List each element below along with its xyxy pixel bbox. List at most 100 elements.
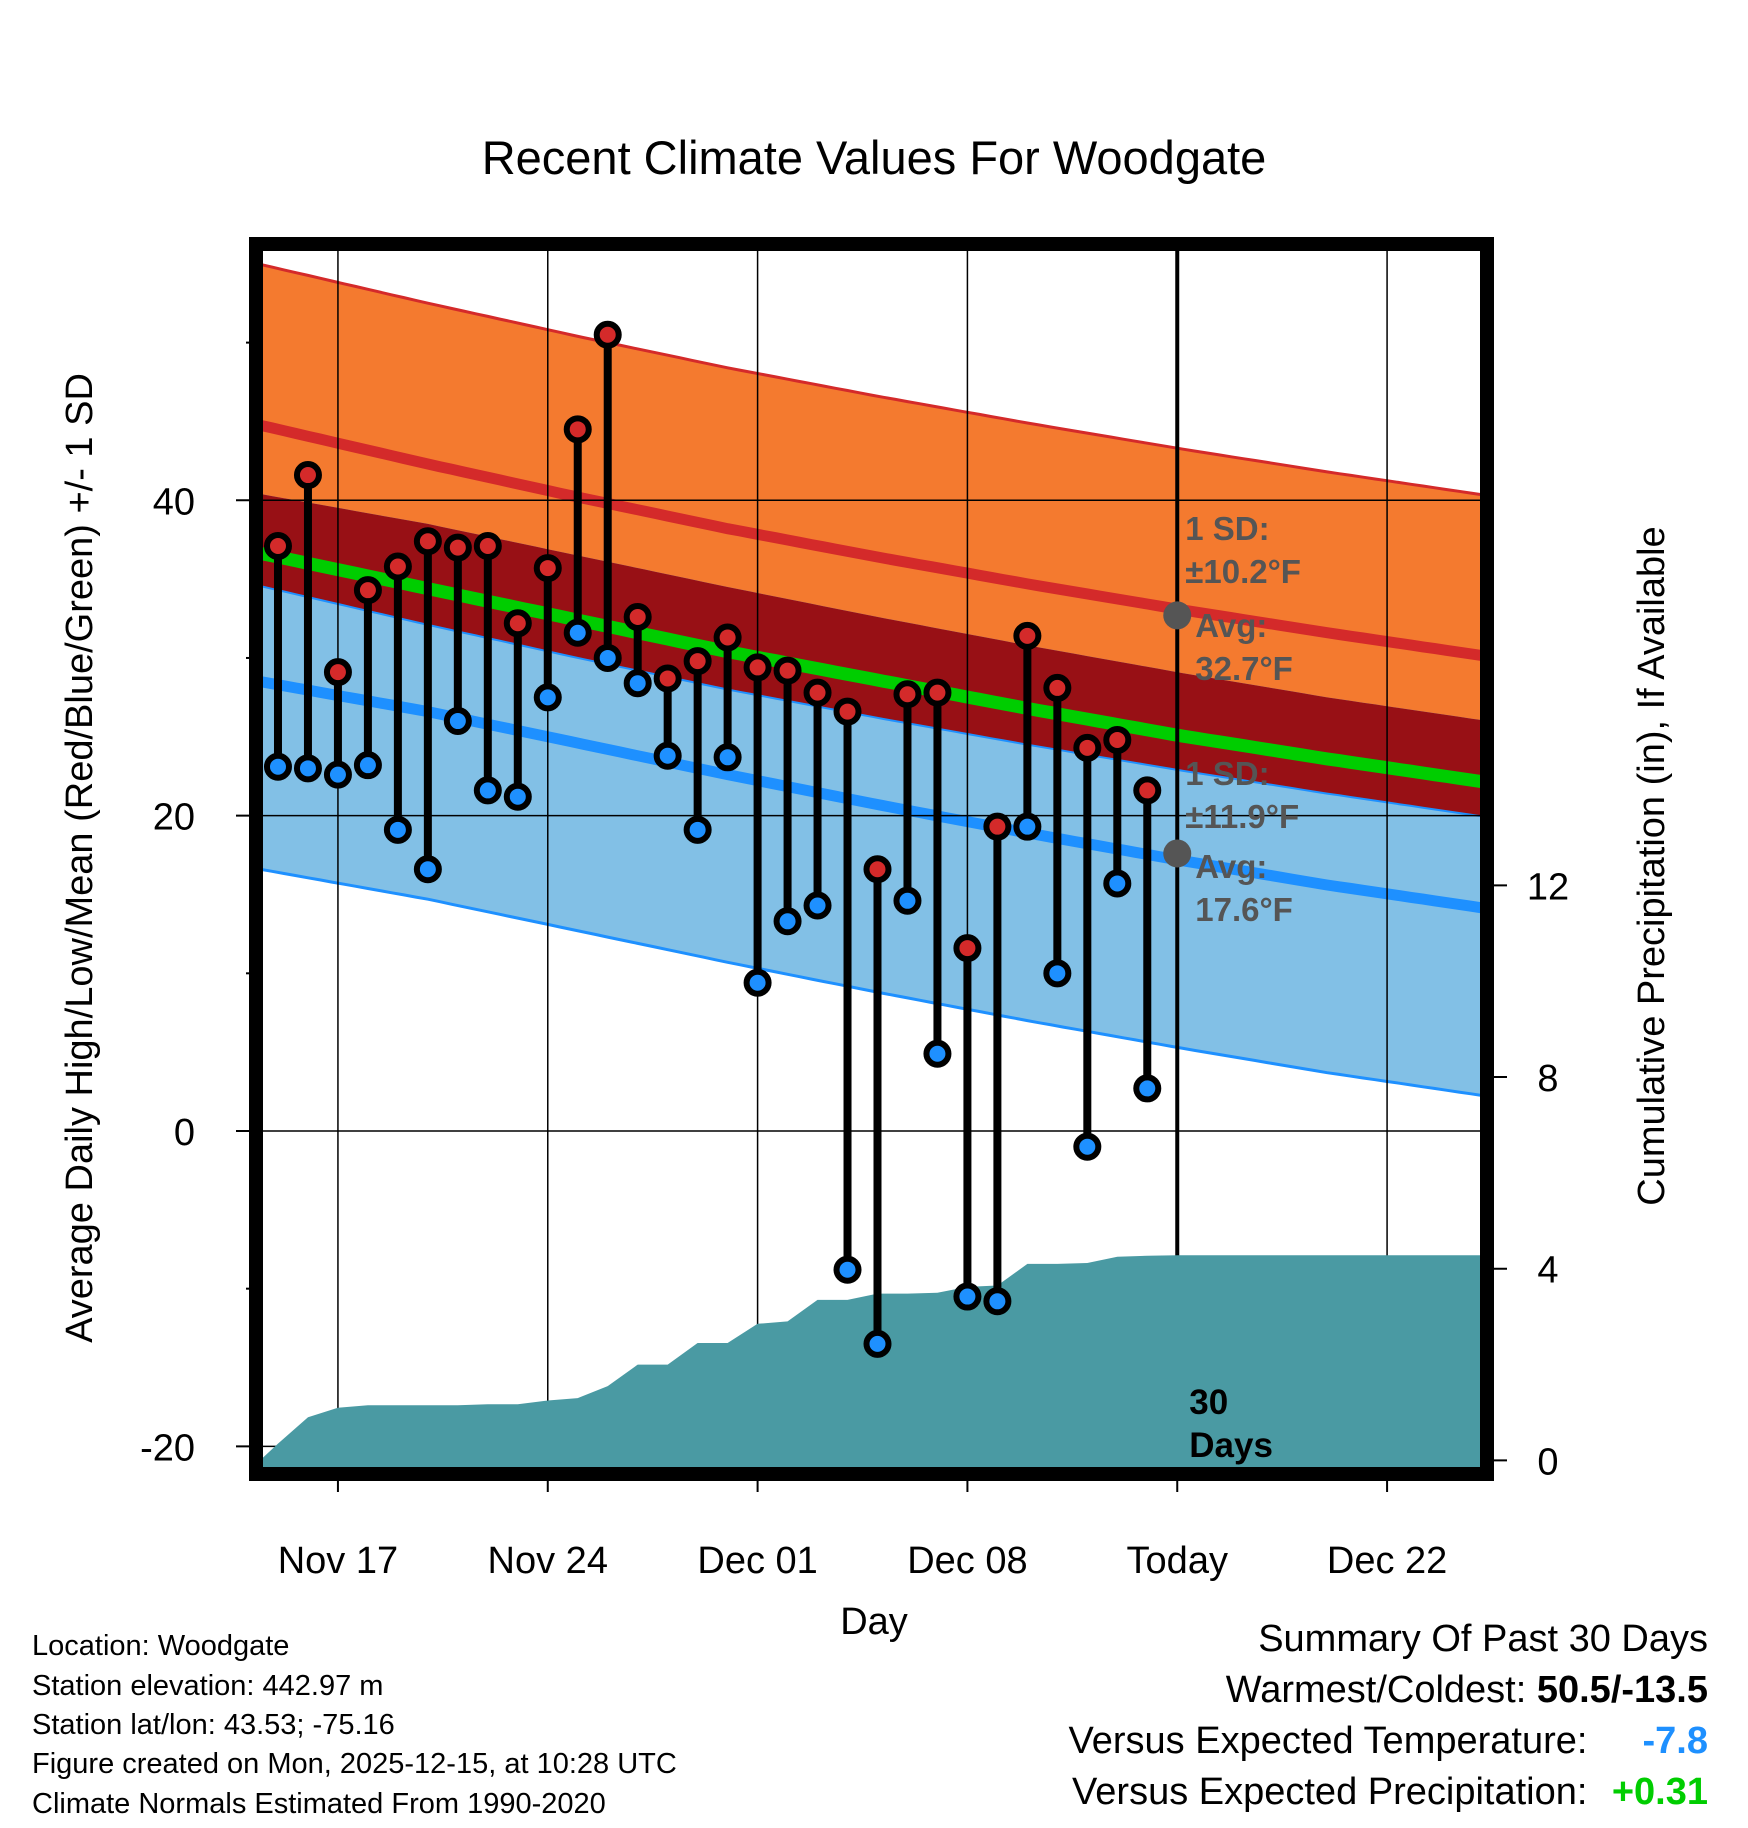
- daily-low-marker: [1073, 1132, 1102, 1161]
- x-tick-label: Nov 24: [488, 1540, 608, 1582]
- x-tick-label: Today: [1127, 1540, 1228, 1582]
- warmest-coldest-label: Warmest/Coldest:: [1225, 1669, 1527, 1711]
- daily-high-marker: [1103, 725, 1132, 754]
- x-tick-label: Nov 17: [278, 1540, 398, 1582]
- daily-low-marker: [533, 683, 562, 712]
- warmest-coldest-value: 50.5/-13.5: [1536, 1669, 1708, 1711]
- high-sd-label: 1 SD:: [1185, 510, 1269, 547]
- daily-low-marker: [563, 618, 592, 647]
- high-avg-dot: [1163, 601, 1192, 630]
- cumulative-precip-area: [260, 1255, 1483, 1470]
- x-tick-label: Dec 01: [697, 1540, 817, 1582]
- daily-low-marker: [653, 741, 682, 770]
- normal-mean-line: [260, 546, 1483, 789]
- daily-low-marker: [1013, 812, 1042, 841]
- low-sd-value: ±11.9°F: [1185, 798, 1299, 835]
- station-latlon: Station lat/lon: 43.53; -75.16: [32, 1709, 395, 1741]
- daily-high-marker: [533, 554, 562, 583]
- y2-tick-label: 0: [1537, 1441, 1558, 1483]
- daily-low-marker: [863, 1329, 892, 1358]
- daily-low-marker: [1133, 1074, 1162, 1103]
- x-tick-label: Dec 22: [1327, 1540, 1447, 1582]
- daily-low-marker: [473, 776, 502, 805]
- daily-low-marker: [713, 743, 742, 772]
- daily-high-marker: [383, 552, 412, 581]
- daily-low-marker: [953, 1282, 982, 1311]
- low-avg-value: 17.6°F: [1195, 891, 1293, 928]
- high-sd-value: ±10.2°F: [1185, 553, 1301, 590]
- daily-high-marker: [593, 320, 622, 349]
- precip-vs-expected-label: Versus Expected Precipitation:: [1072, 1771, 1588, 1813]
- normal-high-line: [260, 419, 1483, 662]
- station-location: Location: Woodgate: [32, 1630, 290, 1662]
- daily-high-marker: [683, 647, 712, 676]
- daily-low-marker: [803, 891, 832, 920]
- daily-low-marker: [413, 855, 442, 884]
- daily-low-marker: [923, 1039, 952, 1068]
- high-upper-sd-line: [260, 262, 1483, 497]
- daily-high-marker: [803, 678, 832, 707]
- figure-created: Figure created on Mon, 2025-12-15, at 10…: [32, 1748, 677, 1780]
- daily-low-marker: [263, 752, 292, 781]
- daily-high-marker: [1133, 776, 1162, 805]
- daily-high-marker: [863, 855, 892, 884]
- daily-low-marker: [1103, 869, 1132, 898]
- low-sd-label: 1 SD:: [1185, 755, 1269, 792]
- temp-vs-expected-value: -7.8: [1642, 1720, 1708, 1762]
- today-days-number: 30: [1189, 1383, 1228, 1422]
- high-avg-label: Avg:: [1195, 607, 1267, 644]
- daily-low-marker: [893, 886, 922, 915]
- low-avg-dot: [1163, 839, 1192, 868]
- y-tick-label: 20: [153, 797, 195, 839]
- today-days-label: Days: [1189, 1426, 1273, 1465]
- daily-high-marker: [893, 680, 922, 709]
- daily-high-marker: [263, 532, 292, 561]
- daily-high-marker: [503, 609, 532, 638]
- daily-high-marker: [413, 527, 442, 556]
- daily-low-marker: [323, 760, 352, 789]
- x-tick-label: Dec 08: [907, 1540, 1027, 1582]
- daily-high-marker: [353, 576, 382, 605]
- daily-low-marker: [503, 782, 532, 811]
- high-lower-sd-line: [260, 585, 1483, 818]
- daily-high-marker: [983, 812, 1012, 841]
- daily-high-marker: [323, 658, 352, 687]
- climate-normals-note: Climate Normals Estimated From 1990-2020: [32, 1788, 606, 1820]
- daily-high-marker: [443, 533, 472, 562]
- daily-low-marker: [293, 754, 322, 783]
- daily-low-marker: [443, 707, 472, 736]
- daily-low-marker: [773, 907, 802, 936]
- daily-low-marker: [383, 815, 412, 844]
- summary-precip: Versus Expected Precipitation: +0.31: [1072, 1773, 1708, 1811]
- daily-low-marker: [1043, 959, 1072, 988]
- daily-low-marker: [593, 643, 622, 672]
- daily-high-marker: [833, 697, 862, 726]
- summary-warmest-coldest: Warmest/Coldest: 50.5/-13.5: [1226, 1671, 1708, 1709]
- y2-tick-label: 12: [1527, 866, 1569, 908]
- daily-high-marker: [773, 656, 802, 685]
- daily-high-marker: [953, 934, 982, 963]
- daily-low-marker: [983, 1287, 1012, 1316]
- daily-high-marker: [653, 664, 682, 693]
- daily-high-marker: [1073, 733, 1102, 762]
- daily-low-marker: [833, 1255, 862, 1284]
- y2-tick-label: 4: [1537, 1250, 1558, 1292]
- chart-title: Recent Climate Values For Woodgate: [482, 131, 1267, 184]
- y-tick-label: 40: [153, 481, 195, 523]
- daily-high-marker: [293, 461, 322, 490]
- daily-high-marker: [923, 678, 952, 707]
- daily-high-marker: [563, 415, 592, 444]
- daily-high-marker: [1013, 621, 1042, 650]
- x-axis-label: Day: [840, 1601, 908, 1643]
- daily-low-marker: [683, 815, 712, 844]
- temp-vs-expected-label: Versus Expected Temperature:: [1068, 1720, 1588, 1762]
- precip-vs-expected-value: +0.31: [1611, 1771, 1708, 1813]
- y-axis-label: Average Daily High/Low/Mean (Red/Blue/Gr…: [59, 373, 101, 1343]
- plot-frame: [249, 237, 1494, 1481]
- high-avg-value: 32.7°F: [1195, 650, 1293, 687]
- summary-temp: Versus Expected Temperature: -7.8: [1069, 1722, 1708, 1760]
- y-tick-label: 0: [174, 1112, 195, 1154]
- daily-low-marker: [623, 669, 652, 698]
- daily-high-marker: [473, 532, 502, 561]
